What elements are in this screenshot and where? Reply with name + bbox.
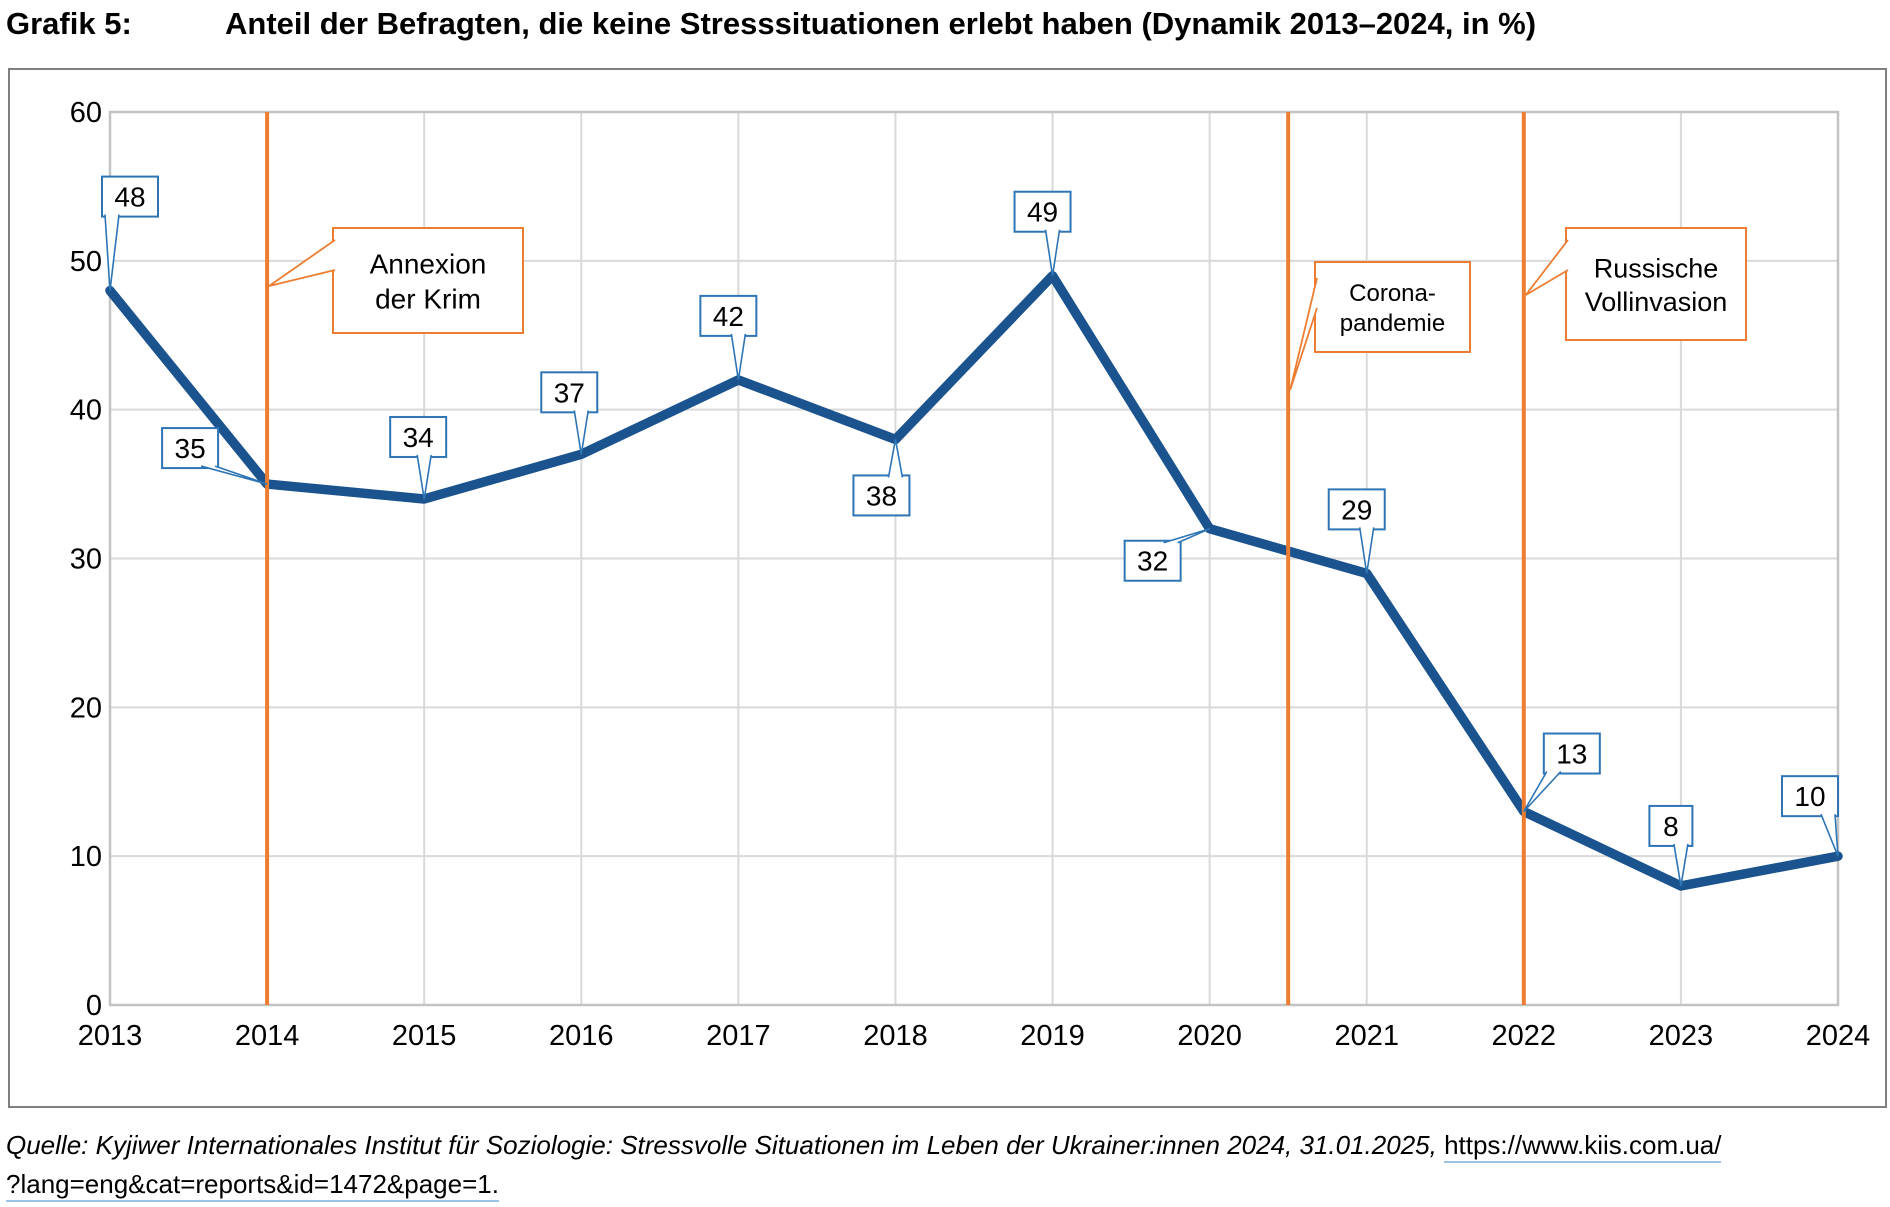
event-callout-leader-corona-pandemic: [1289, 277, 1318, 391]
x-tick-label: 2020: [1177, 1020, 1242, 1052]
y-tick-label: 0: [86, 990, 102, 1022]
data-point-label: 48: [114, 182, 145, 213]
source-line-1: Quelle: Kyjiwer Internationales Institut…: [6, 1126, 1890, 1165]
event-callout-text-corona-pandemic: pandemie: [1340, 310, 1445, 337]
data-label-leader: [730, 333, 747, 381]
chart-svg: 48 35 34 37 42 38 49 32 29 13 8 10 Annexion der Krim C…: [70, 97, 1871, 1052]
x-tick-label: 2023: [1649, 1020, 1714, 1052]
data-label-leader: [1163, 527, 1210, 544]
data-label-box: [161, 427, 220, 470]
page-title: Anteil der Befragten, die keine Stresssi…: [225, 6, 1537, 41]
event-callout-box-annexation-crimea: [332, 227, 524, 334]
y-tick-label: 10: [70, 841, 102, 873]
data-label-box: [1542, 732, 1601, 775]
data-label-box: [101, 175, 159, 218]
data-label-leader: [200, 465, 268, 485]
figure-number-label: Grafik 5:: [6, 6, 132, 41]
y-tick-label: 30: [70, 544, 102, 576]
source-note: Quelle: Kyjiwer Internationales Institut…: [6, 1126, 1890, 1204]
data-label-box: [1123, 539, 1182, 582]
event-callout-leader-annexation-crimea: [268, 239, 336, 287]
plot-border: [108, 110, 1840, 1007]
chart-title-row: Grafik 5: Anteil der Befragten, die kein…: [0, 6, 1890, 58]
x-tick-label: 2021: [1334, 1020, 1399, 1052]
data-label-leader: [573, 410, 590, 455]
y-tick-label: 60: [70, 97, 102, 129]
data-point-label: 34: [403, 422, 434, 453]
event-callout-text-corona-pandemic: Corona-: [1349, 280, 1436, 307]
data-label-box: [1648, 804, 1694, 847]
data-point-label: 38: [866, 480, 897, 511]
data-point-label: 37: [554, 377, 585, 408]
data-label-box: [1013, 190, 1072, 233]
x-tick-label: 2024: [1806, 1020, 1871, 1052]
data-label-box: [540, 371, 599, 414]
data-label-leader: [887, 439, 904, 478]
x-tick-label: 2019: [1020, 1020, 1085, 1052]
y-tick-label: 50: [70, 246, 102, 278]
data-label-leader: [1358, 527, 1375, 574]
event-callout-text-annexation-crimea: der Krim: [375, 284, 481, 315]
event-callout-box-russian-invasion: [1565, 227, 1747, 341]
x-tick-label: 2016: [549, 1020, 614, 1052]
event-callout-text-russian-invasion: Vollinvasion: [1585, 287, 1728, 317]
data-label-leader: [1523, 770, 1562, 813]
data-label-leader: [1044, 229, 1061, 276]
data-point-label: 8: [1663, 811, 1679, 842]
series-line: [105, 270, 1843, 891]
data-point-label: 10: [1794, 781, 1825, 812]
data-label-box: [699, 294, 758, 337]
y-tick-label: 20: [70, 692, 102, 724]
event-callout-box-corona-pandemic: [1314, 261, 1471, 353]
data-label-box: [1327, 488, 1386, 531]
chart-frame: 48 35 34 37 42 38 49 32 29 13 8 10 Annexion der Krim C…: [8, 68, 1887, 1108]
data-point-label: 13: [1556, 739, 1587, 770]
data-point-label: 42: [713, 301, 744, 332]
data-label-box: [852, 474, 911, 517]
source-line-2: ?lang=eng&cat=reports&id=1472&page=1.: [6, 1165, 1890, 1204]
data-label-leader: [416, 454, 432, 500]
x-tick-label: 2015: [392, 1020, 457, 1052]
data-label-leader: [1820, 813, 1839, 857]
data-point-label: 49: [1027, 197, 1058, 228]
event-callout-leader-russian-invasion: [1525, 239, 1569, 296]
data-label-leader: [104, 214, 120, 291]
data-label-box: [389, 415, 448, 458]
x-tick-label: 2013: [78, 1020, 143, 1052]
data-point-label: 32: [1137, 546, 1168, 577]
event-callout-text-annexation-crimea: Annexion: [370, 249, 487, 280]
source-citation: Quelle: Kyjiwer Internationales Institut…: [6, 1130, 1445, 1160]
source-url-line1[interactable]: https://www.kiis.com.ua/: [1444, 1130, 1722, 1163]
event-callout-text-russian-invasion: Russische: [1594, 253, 1719, 283]
data-point-label: 29: [1341, 494, 1372, 525]
x-tick-label: 2018: [863, 1020, 928, 1052]
y-tick-label: 40: [70, 395, 102, 427]
source-url-line2[interactable]: ?lang=eng&cat=reports&id=1472&page=1.: [6, 1169, 499, 1202]
data-label-box: [1781, 775, 1839, 818]
x-tick-label: 2022: [1492, 1020, 1557, 1052]
data-label-leader: [1673, 843, 1689, 887]
data-point-label: 35: [175, 433, 206, 464]
x-tick-label: 2014: [235, 1020, 300, 1052]
x-tick-label: 2017: [706, 1020, 771, 1052]
